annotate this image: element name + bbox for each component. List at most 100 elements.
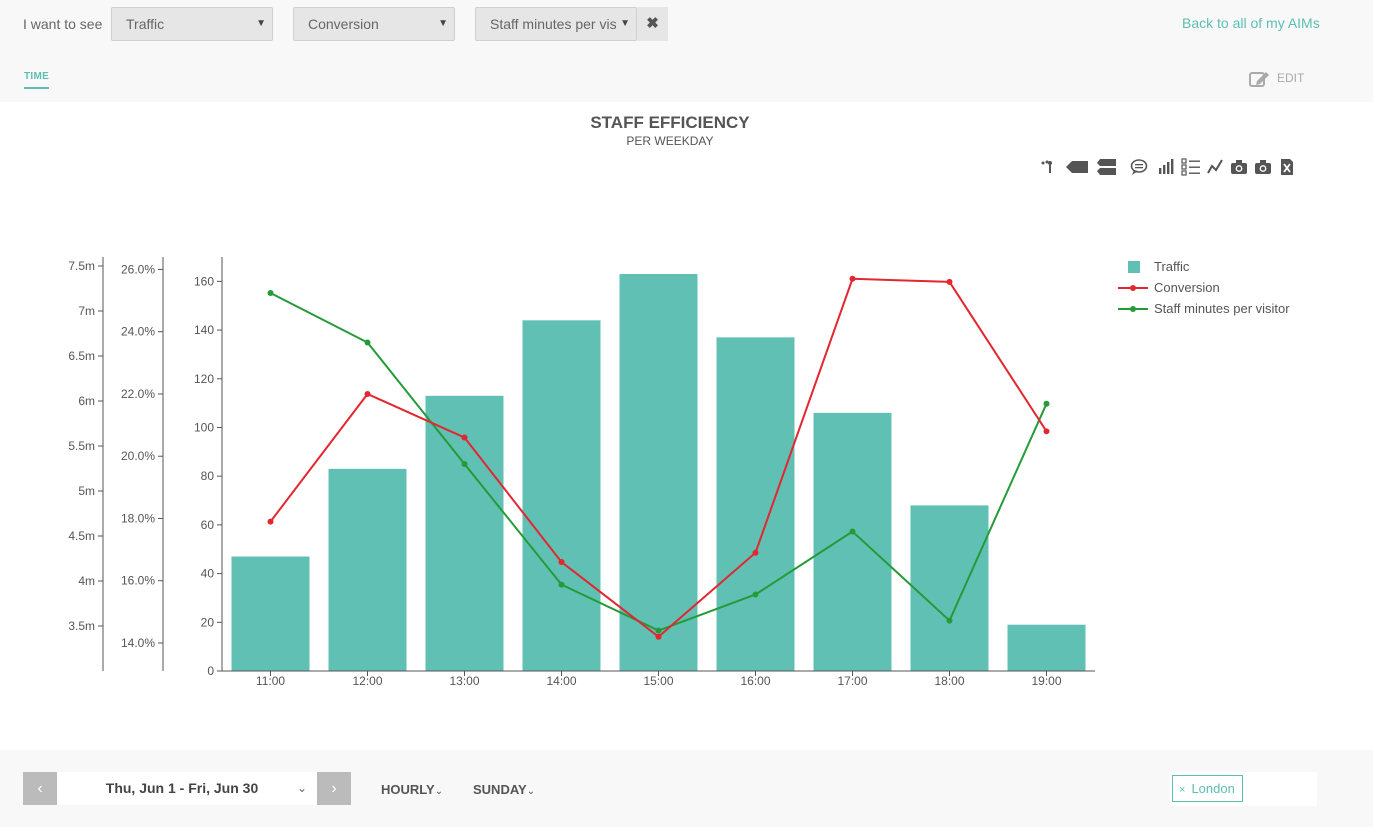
- excel-icon[interactable]: [1278, 158, 1296, 176]
- x-tick-label: 14:00: [546, 674, 576, 688]
- weekday-value: SUNDAY: [473, 782, 527, 797]
- metric-select-1-value: Traffic: [126, 16, 165, 32]
- bar-traffic: [328, 468, 407, 671]
- metric-select-3[interactable]: Staff minutes per vis ▼: [475, 7, 637, 41]
- granularity-dropdown[interactable]: HOURLY⌄: [381, 782, 443, 797]
- bar-traffic: [716, 337, 795, 671]
- point-staff-minutes: [364, 339, 371, 346]
- point-staff-minutes: [558, 581, 565, 588]
- line-chart-icon[interactable]: [1206, 158, 1224, 176]
- granularity-value: HOURLY: [381, 782, 435, 797]
- double-tag-icon[interactable]: [1096, 158, 1118, 176]
- comment-icon[interactable]: [1130, 158, 1148, 176]
- legend-item-conversion[interactable]: Conversion: [1118, 279, 1290, 300]
- point-conversion: [655, 633, 662, 640]
- bar-chart-icon[interactable]: [1157, 158, 1175, 176]
- date-range-value: Thu, Jun 1 - Fri, Jun 30: [105, 780, 259, 796]
- y-tick-label: 22.0%: [121, 387, 155, 401]
- remove-metric-button[interactable]: ✖: [637, 7, 668, 41]
- location-filter[interactable]: × London: [1170, 772, 1317, 806]
- metric-select-1[interactable]: Traffic ▼: [111, 7, 273, 41]
- legend-label: Traffic: [1154, 259, 1190, 274]
- y-tick-label: 100: [194, 420, 214, 434]
- location-tag: × London: [1172, 775, 1243, 802]
- legend-dot: [1130, 285, 1136, 291]
- next-period-button[interactable]: ›: [317, 772, 351, 805]
- point-conversion: [1043, 428, 1050, 435]
- y-tick-label: 140: [194, 323, 214, 337]
- bar-traffic: [1007, 624, 1086, 671]
- y-tick-label: 14.0%: [121, 636, 155, 650]
- metric-select-2[interactable]: Conversion ▼: [293, 7, 455, 41]
- y-tick-label: 60: [201, 518, 215, 532]
- prev-period-button[interactable]: ‹: [23, 772, 57, 805]
- legend-item-traffic[interactable]: Traffic: [1118, 258, 1290, 279]
- y-tick-label: 20.0%: [121, 449, 155, 463]
- chevron-right-icon: ›: [331, 780, 337, 797]
- point-staff-minutes: [1043, 400, 1050, 407]
- tag-icon[interactable]: [1064, 158, 1090, 176]
- x-tick-label: 19:00: [1031, 674, 1061, 688]
- location-tag-label: London: [1191, 781, 1235, 796]
- caret-down-icon: ▼: [617, 18, 630, 29]
- x-tick-label: 17:00: [837, 674, 867, 688]
- camera-icon[interactable]: [1230, 158, 1248, 176]
- point-conversion: [558, 559, 565, 566]
- point-staff-minutes: [752, 591, 759, 598]
- point-staff-minutes: [461, 461, 468, 467]
- point-conversion: [364, 390, 371, 397]
- weekday-dropdown[interactable]: SUNDAY⌄: [473, 782, 535, 797]
- y-tick-label: 160: [194, 274, 214, 288]
- date-range-picker[interactable]: Thu, Jun 1 - Fri, Jun 30 ⌄: [57, 772, 317, 805]
- date-controls: ‹ Thu, Jun 1 - Fri, Jun 30 ⌄ › HOURLY⌄ S…: [0, 750, 1373, 827]
- legend-swatch: [1128, 261, 1140, 273]
- legend-label: Conversion: [1154, 280, 1220, 295]
- x-tick-label: 16:00: [740, 674, 770, 688]
- point-staff-minutes: [267, 290, 274, 296]
- point-conversion: [849, 275, 856, 282]
- point-conversion: [461, 434, 468, 441]
- y-tick-label: 4.5m: [68, 529, 95, 543]
- legend-dot: [1130, 306, 1136, 312]
- y-tick-label: 16.0%: [121, 574, 155, 588]
- y-tick-label: 6m: [78, 394, 95, 408]
- bar-traffic: [522, 320, 601, 671]
- tab-time[interactable]: TIME: [24, 71, 50, 89]
- y-tick-label: 4m: [78, 574, 95, 588]
- back-to-aims-link[interactable]: Back to all of my AIMs: [1182, 15, 1320, 31]
- scatter-icon[interactable]: [1040, 158, 1058, 176]
- combo-chart: 3.5m 4m 4.5m 5m 5.5m 6m 6.5m 7m 7.5m 14.0% 16.0% 18…: [68, 257, 1095, 688]
- chevron-left-icon: ‹: [37, 780, 43, 797]
- chart-title: STAFF EFFICIENCY: [590, 113, 750, 132]
- x-tick-label: 13:00: [449, 674, 479, 688]
- chevron-down-icon: ⌄: [296, 781, 307, 795]
- close-icon: ✖: [646, 15, 659, 32]
- edit-label: EDIT: [1277, 71, 1305, 86]
- remove-tag-icon[interactable]: ×: [1179, 784, 1186, 796]
- legend-item-staff-minutes[interactable]: Staff minutes per visitor: [1118, 300, 1290, 321]
- chevron-down-icon: ⌄: [434, 786, 444, 797]
- point-conversion: [946, 278, 953, 285]
- y-tick-label: 18.0%: [121, 511, 155, 525]
- bar-traffic: [425, 395, 504, 671]
- x-tick-label: 12:00: [352, 674, 382, 688]
- y-tick-label: 0: [207, 664, 214, 678]
- y-tick-label: 5m: [78, 484, 95, 498]
- bar-traffic: [813, 412, 892, 671]
- point-conversion: [267, 518, 274, 525]
- y-tick-label: 24.0%: [121, 325, 155, 339]
- legend-label: Staff minutes per visitor: [1154, 301, 1290, 316]
- x-tick-label: 15:00: [643, 674, 673, 688]
- x-tick-label: 18:00: [934, 674, 964, 688]
- edit-button[interactable]: EDIT: [1249, 70, 1304, 88]
- chart-legend: Traffic Conversion Staff minutes per vis…: [1118, 258, 1290, 321]
- bar-traffic: [910, 505, 989, 671]
- y-tick-label: 3.5m: [68, 619, 95, 633]
- camera-icon[interactable]: [1254, 158, 1272, 176]
- list-icon[interactable]: [1181, 158, 1201, 176]
- metric-select-3-value: Staff minutes per vis: [490, 16, 617, 32]
- caret-down-icon: ▼: [438, 18, 448, 29]
- edit-icon: [1249, 72, 1269, 87]
- y-tick-label: 20: [201, 615, 215, 629]
- chevron-down-icon: ⌄: [526, 786, 536, 797]
